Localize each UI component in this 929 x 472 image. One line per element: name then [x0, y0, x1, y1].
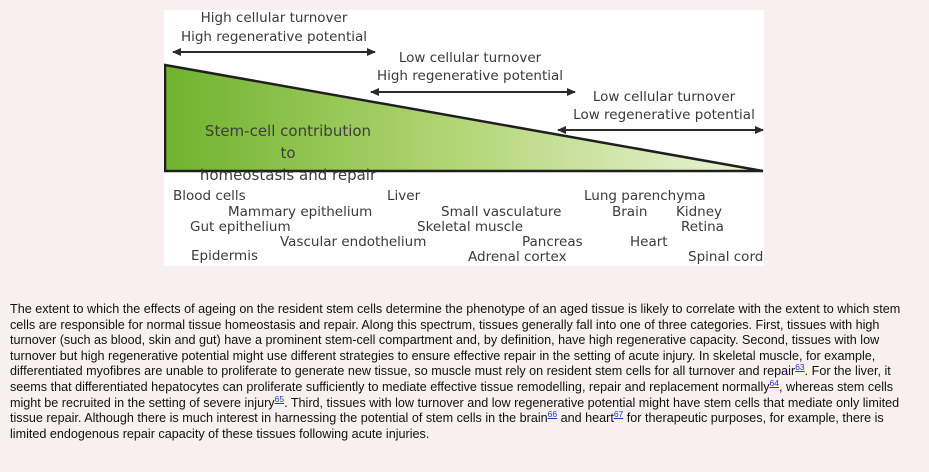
tissue-skeletal-muscle: Skeletal muscle: [417, 219, 524, 235]
reference-link-65[interactable]: 65: [274, 393, 285, 404]
tissue-pancreas: Pancreas: [522, 234, 583, 250]
arrow1-label-line1: High cellular turnover: [200, 10, 348, 26]
arrow2-label-line2: High regenerative potential: [376, 68, 564, 84]
wedge-label-line1: Stem-cell contribution to: [204, 122, 372, 162]
stem-cell-contribution-wedge: [164, 63, 764, 173]
tissue-brain: Brain: [612, 204, 648, 220]
tissue-lung-parenchyma: Lung parenchyma: [584, 188, 706, 204]
arrow1-label-line2: High regenerative potential: [180, 29, 368, 45]
tissue-kidney: Kidney: [676, 204, 723, 220]
caption-text-3: , whereas stem cells might be recruited …: [10, 379, 894, 410]
tissue-gut-epithelium: Gut epithelium: [190, 219, 291, 235]
caption-text-2: . For the liver, it seems that different…: [10, 364, 891, 394]
caption-text-6: for therapeutic purposes, for example, t…: [10, 411, 884, 441]
tissue-vascular-endothelium: Vascular endothelium: [280, 234, 427, 250]
reference-link-66[interactable]: 66: [547, 409, 558, 420]
tissue-liver: Liver: [387, 188, 421, 204]
tissue-spinal-cord: Spinal cord: [688, 249, 764, 265]
reference-link-67[interactable]: 67: [613, 409, 624, 420]
tissue-blood-cells: Blood cells: [173, 188, 246, 204]
tissue-heart: Heart: [630, 234, 668, 250]
reference-link-64[interactable]: 64: [769, 377, 780, 388]
tissue-adrenal-cortex: Adrenal cortex: [468, 249, 567, 265]
caption-text-5: and heart: [557, 411, 614, 426]
caption-text-4: . Third, tissues with low turnover and l…: [10, 395, 900, 426]
stem-cell-figure: High cellular turnover High regenerative…: [164, 10, 764, 266]
wedge-label: Stem-cell contribution to homeostasis an…: [198, 120, 378, 186]
figure-graphics: [164, 48, 764, 173]
wedge-label-line2: homeostasis and repair: [199, 166, 377, 184]
tissue-small-vasculature: Small vasculature: [441, 204, 562, 220]
caption-text-1: The extent to which the effects of agein…: [10, 302, 901, 379]
arrow2-label-line1: Low cellular turnover: [398, 50, 542, 66]
arrow3-label-line1: Low cellular turnover: [592, 89, 736, 105]
tissue-retina: Retina: [681, 219, 724, 235]
figure-caption: The extent to which the effects of agein…: [10, 302, 922, 442]
tissue-mammary-epithelium: Mammary epithelium: [228, 204, 373, 220]
arrow3-label-line2: Low regenerative potential: [573, 107, 755, 123]
reference-link-63[interactable]: 63: [795, 362, 805, 373]
tissue-epidermis: Epidermis: [191, 248, 258, 264]
